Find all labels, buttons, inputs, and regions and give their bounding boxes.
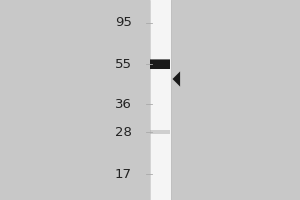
Text: 55: 55 [115, 58, 132, 71]
Polygon shape [172, 71, 180, 87]
Bar [150, 130, 170, 134]
Text: 36: 36 [115, 98, 132, 110]
Bar [150, 60, 170, 68]
Bar [150, 59, 170, 63]
Text: 95: 95 [115, 17, 132, 29]
Text: 17: 17 [115, 168, 132, 180]
Bar [150, 0, 171, 200]
Text: 28: 28 [115, 126, 132, 138]
Bar [150, 65, 170, 69]
